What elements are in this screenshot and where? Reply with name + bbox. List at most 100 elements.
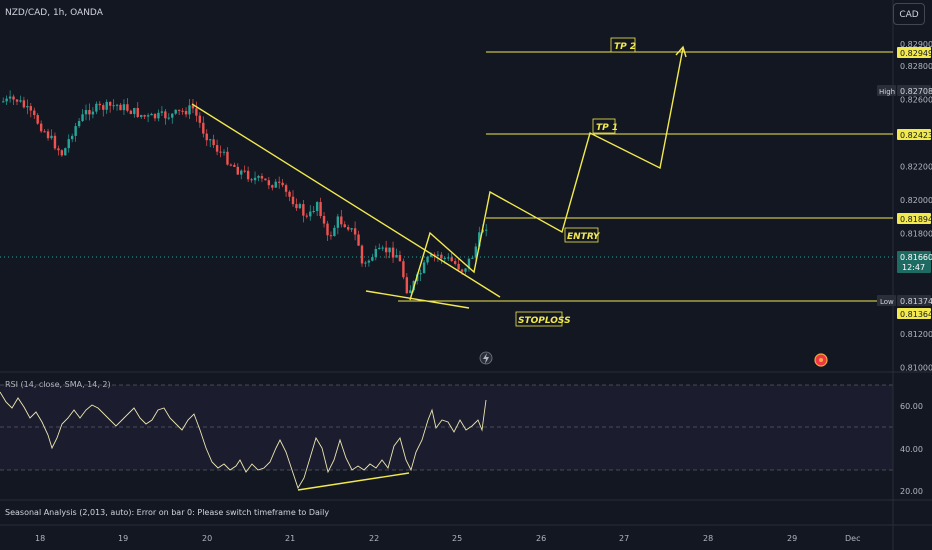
candle-body <box>384 247 388 253</box>
candle-body <box>150 113 153 116</box>
flash-icon[interactable] <box>479 351 493 365</box>
candle-body <box>357 234 360 246</box>
time-tick: 27 <box>619 534 629 543</box>
lower-trendline[interactable] <box>365 290 470 309</box>
candle-body <box>478 232 481 247</box>
candle-body <box>84 110 88 115</box>
candle-body <box>246 170 250 180</box>
entry-annotation-box[interactable] <box>564 227 599 243</box>
candle-body <box>143 115 146 117</box>
currency-button[interactable]: CAD <box>893 3 925 25</box>
candle-body <box>333 227 336 237</box>
candle-body <box>440 254 443 259</box>
candle-body <box>98 103 101 106</box>
entry-annotation[interactable]: ENTRY <box>567 232 601 242</box>
candle-body <box>405 277 409 294</box>
candle-body <box>467 258 471 269</box>
candle-body <box>50 135 53 139</box>
candle-body <box>215 145 219 152</box>
candle-body <box>381 247 384 249</box>
candle-body <box>188 105 191 115</box>
rsi-tick: 40.00 <box>900 445 923 454</box>
tp2-annotation[interactable]: TP 2 <box>614 42 636 52</box>
projection-path[interactable] <box>409 47 684 301</box>
candle-body <box>429 254 433 257</box>
candle-body <box>64 148 67 156</box>
candle-body <box>485 229 488 231</box>
tp1-annotation[interactable]: TP 1 <box>596 123 618 133</box>
candle-body <box>22 100 26 108</box>
stoploss-price-tag-bg <box>897 308 931 319</box>
candle-body <box>43 131 46 133</box>
high-label-bg <box>877 85 896 96</box>
candle-body <box>129 110 133 114</box>
candle-body <box>29 106 32 111</box>
candle-body <box>322 216 326 224</box>
candle-body <box>33 110 36 116</box>
candle-body <box>267 180 271 186</box>
candle-body <box>371 257 374 261</box>
candle-body <box>447 257 450 259</box>
candle-body <box>453 261 457 264</box>
rsi-legend[interactable]: RSI (14, close, SMA, 14, 2) <box>5 380 111 389</box>
price-tick: 0.82200 <box>900 163 932 172</box>
projection-arrowhead <box>675 45 687 58</box>
candle-body <box>367 260 371 263</box>
candle-body <box>74 126 77 136</box>
event-marker-icon[interactable] <box>814 353 828 367</box>
tp2-price-tag: 0.82949 <box>900 49 932 58</box>
upper-trendline[interactable] <box>191 103 501 298</box>
stoploss-annotation[interactable]: STOPLOSS <box>518 316 571 326</box>
candle-body <box>195 108 198 116</box>
candle-body <box>60 150 64 156</box>
candle-body <box>191 105 195 109</box>
candle-body <box>474 246 478 258</box>
low-label-bg <box>877 295 896 306</box>
candle-body <box>250 179 253 181</box>
candle-body <box>57 148 60 151</box>
time-tick: 26 <box>536 534 546 543</box>
candle-body <box>184 110 188 115</box>
candle-body <box>140 115 143 117</box>
candle-body <box>326 223 329 236</box>
candle-body <box>398 255 402 262</box>
candle-body <box>309 211 312 217</box>
stoploss-price-tag: 0.81364 <box>900 310 932 319</box>
candle-body <box>378 247 381 249</box>
time-tick: 25 <box>452 534 462 543</box>
tp1-annotation-box[interactable] <box>592 118 616 134</box>
rsi-axis[interactable]: 60.00 40.00 20.00 <box>900 402 923 496</box>
candle-body <box>136 107 139 117</box>
low-price-tag: 0.81374 <box>900 297 932 306</box>
candle-body <box>12 96 15 100</box>
candle-body <box>105 101 108 110</box>
drawing-layer[interactable] <box>191 45 893 491</box>
candle-body <box>353 228 357 235</box>
price-axis[interactable]: 0.82800 0.82600 0.82200 0.82000 0.81800 0.812… <box>900 62 932 373</box>
price-tick: 0.81000 <box>900 364 932 373</box>
candle-body <box>271 185 274 188</box>
candle-body <box>291 196 295 205</box>
candle-body <box>115 104 119 106</box>
candle-body <box>108 101 112 106</box>
candle-body <box>71 135 74 140</box>
time-axis[interactable]: 18 19 20 21 22 25 26 27 28 29 Dec <box>35 534 860 543</box>
candle-body <box>122 104 126 111</box>
candle-body <box>67 139 70 149</box>
candle-body <box>312 211 315 213</box>
candle-body <box>160 111 164 113</box>
candle-body <box>157 112 160 119</box>
candle-body <box>233 164 236 167</box>
candle-body <box>471 257 474 259</box>
time-tick: 18 <box>35 534 45 543</box>
price-tick: 0.81800 <box>900 230 932 239</box>
entry-price-tag: 0.81894 <box>900 215 932 224</box>
stoploss-annotation-box[interactable] <box>515 311 563 327</box>
tp2-annotation-box[interactable] <box>610 37 636 53</box>
last-price-tag-bg <box>897 251 931 273</box>
candle-body <box>198 115 202 123</box>
rsi-divergence-line[interactable] <box>297 472 410 491</box>
candle-body <box>284 185 288 192</box>
candle-body <box>388 247 391 253</box>
